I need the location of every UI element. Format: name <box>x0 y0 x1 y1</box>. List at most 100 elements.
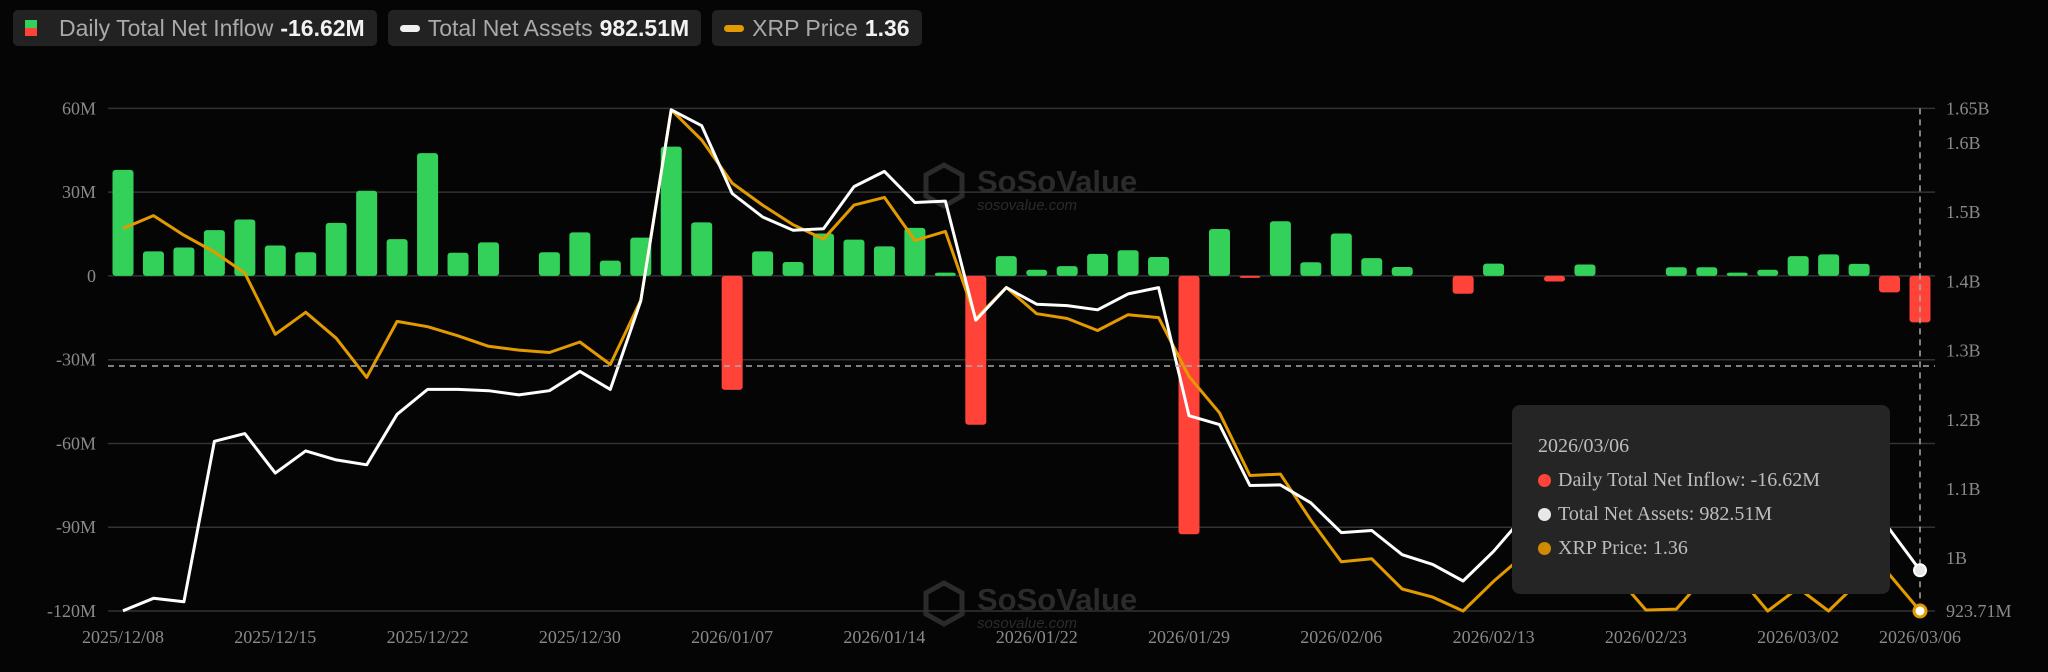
inflow-bar <box>721 275 743 390</box>
x-axis-tick: 2025/12/15 <box>234 627 316 647</box>
right-axis-tick: 1.6B <box>1946 133 1981 153</box>
inflow-bar <box>1665 267 1687 276</box>
inflow-bar <box>1787 256 1809 276</box>
inflow-bar <box>1879 275 1901 293</box>
inflow-bar <box>1848 263 1870 276</box>
net-assets-hover-point <box>1913 563 1927 578</box>
right-axis-tick: 1.5B <box>1946 202 1981 222</box>
legend-item-daily-net-inflow[interactable]: Daily Total Net Inflow -16.62M <box>13 10 377 46</box>
inflow-bar <box>1208 229 1230 276</box>
watermark-site: sosovalue.com <box>977 615 1077 632</box>
inflow-bar <box>1818 254 1840 276</box>
white-dot-icon <box>1538 507 1551 521</box>
inflow-bar <box>295 252 317 276</box>
right-axis-tick: 923.71M <box>1946 601 2012 621</box>
x-axis-tick: 2025/12/08 <box>82 627 164 647</box>
left-axis-tick: -90M <box>56 517 96 537</box>
tooltip-date: 2026/03/06 <box>1538 435 1630 457</box>
legend-label: Daily Total Net Inflow <box>59 14 274 41</box>
x-axis-tick: 2026/02/06 <box>1300 627 1382 647</box>
inflow-bar <box>1483 263 1505 276</box>
x-axis-tick: 2026/03/02 <box>1757 627 1839 647</box>
inflow-bar <box>1269 221 1291 276</box>
left-axis-tick: -120M <box>47 601 96 621</box>
x-axis-tick: 2026/01/22 <box>996 627 1078 647</box>
right-axis-tick: 1.65B <box>1946 98 1990 118</box>
inflow-bars <box>112 146 1931 535</box>
inflow-bar <box>1544 275 1566 282</box>
orange-line-swatch-icon <box>724 24 745 32</box>
inflow-bar <box>386 239 408 276</box>
inflow-bar <box>538 252 560 276</box>
inflow-bar <box>447 252 469 276</box>
inflow-bar <box>1056 266 1078 276</box>
inflow-bar <box>1574 264 1596 276</box>
crosshair <box>108 108 1935 619</box>
inflow-bar <box>112 169 134 276</box>
inflow-bar <box>1361 258 1383 276</box>
tooltip-text: Total Net Assets: 982.51M <box>1558 502 1773 525</box>
inflow-bar <box>995 256 1017 276</box>
left-axis-tick: 60M <box>62 98 96 118</box>
inflow-bar <box>752 251 774 276</box>
sosovalue-logo-icon <box>923 580 965 627</box>
inflow-bar <box>1330 233 1352 276</box>
legend: Daily Total Net Inflow -16.62M Total Net… <box>13 10 922 46</box>
inflow-bar <box>417 153 439 276</box>
inflow-bar <box>356 190 378 276</box>
legend-label: Total Net Assets <box>427 14 593 41</box>
inflow-bar <box>477 242 499 276</box>
right-axis-tick: 1.2B <box>1946 410 1981 430</box>
x-axis-tick: 2026/01/29 <box>1148 627 1230 647</box>
legend-value: 982.51M <box>599 14 690 41</box>
inflow-bar <box>660 146 682 276</box>
inflow-bar <box>1026 269 1048 276</box>
inflow-bar <box>1726 272 1748 276</box>
inflow-bar <box>843 239 865 276</box>
inflow-bar <box>813 233 835 276</box>
green-red-bar-swatch-icon <box>25 20 37 36</box>
red-dot-icon <box>1538 473 1551 487</box>
inflow-bar <box>1757 269 1779 276</box>
inflow-bar <box>1239 275 1261 278</box>
inflow-bar <box>1117 250 1139 276</box>
white-line-swatch-icon <box>399 24 420 32</box>
inflow-bar <box>325 222 347 276</box>
x-axis-tick: 2026/01/14 <box>843 627 925 647</box>
x-axis-tick: 2025/12/22 <box>387 627 469 647</box>
right-axis-tick: 1B <box>1946 548 1967 568</box>
axes: 60M 30M 0 -30M -60M -90M -120M 1.65B 1.6B 1.5B 1.4… <box>47 98 2012 647</box>
left-axis-tick: 0 <box>87 266 96 286</box>
inflow-bar <box>173 247 195 276</box>
inflow-bar <box>1696 267 1718 276</box>
watermark-brand: SoSoValue <box>977 164 1137 199</box>
inflow-bar <box>142 251 164 276</box>
inflow-bar <box>1391 266 1413 276</box>
inflow-bar <box>1452 275 1474 294</box>
x-axis-tick: 2026/02/13 <box>1453 627 1535 647</box>
legend-item-xrp-price[interactable]: XRP Price 1.36 <box>712 10 922 46</box>
inflow-bar <box>234 219 256 276</box>
tooltip-row-net-assets: Total Net Assets: 982.51M <box>1538 502 1864 526</box>
legend-value: 1.36 <box>864 14 910 41</box>
inflow-bar <box>934 272 956 276</box>
right-axis-tick: 1.4B <box>1946 271 1981 291</box>
watermark: SoSoValuesosovalue.comSoSoValuesosovalue… <box>923 162 1137 632</box>
inflow-bar <box>782 261 804 276</box>
inflow-bar <box>599 260 621 276</box>
tooltip-row-inflow: Daily Total Net Inflow: -16.62M <box>1538 468 1864 492</box>
price-hover-point <box>1912 603 1928 619</box>
sosovalue-logo-icon <box>923 162 965 209</box>
tooltip-row-price: XRP Price: 1.36 <box>1538 536 1864 560</box>
legend-item-total-net-assets[interactable]: Total Net Assets 982.51M <box>387 10 702 46</box>
x-axis-tick: 2026/02/23 <box>1605 627 1687 647</box>
x-axis-tick: 2026/03/06 <box>1879 627 1961 647</box>
legend-value: -16.62M <box>280 14 365 41</box>
tooltip-text: Daily Total Net Inflow: -16.62M <box>1558 468 1821 491</box>
inflow-bar <box>264 245 286 276</box>
left-axis-tick: 30M <box>62 182 96 202</box>
inflow-bar <box>569 232 591 276</box>
